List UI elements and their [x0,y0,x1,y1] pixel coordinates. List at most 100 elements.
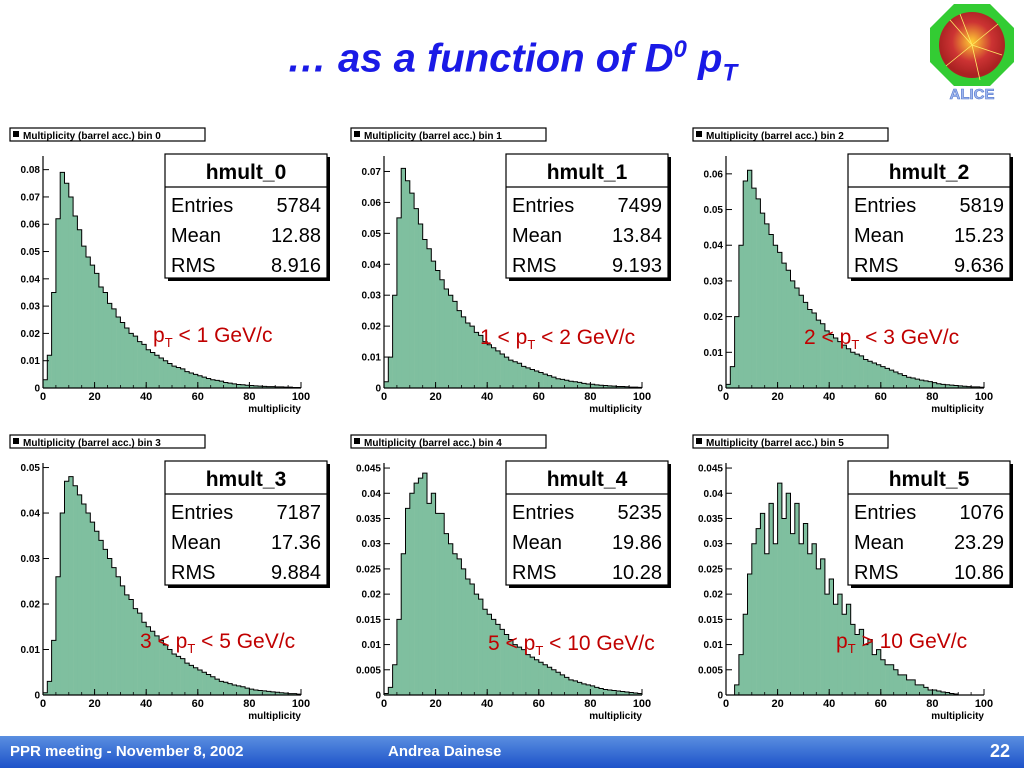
histogram-bar [560,379,565,388]
histogram-bar [435,513,441,695]
y-tick-label: 0 [717,384,723,395]
y-tick-label: 0.005 [698,665,723,676]
y-tick-label: 0.03 [21,554,41,565]
histogram-bar [409,193,415,388]
histogram-bar [603,385,608,388]
histogram-bar [855,634,860,695]
x-tick-label: 100 [633,391,651,403]
histogram-bar [86,513,91,695]
histogram-bar [799,543,804,695]
histogram-bar [738,245,744,388]
histogram-bar [172,366,177,388]
histogram-bar [607,689,613,695]
histogram-bar [846,348,851,388]
histogram-bar [129,333,134,388]
histogram-bar [253,690,259,695]
histogram-bar [637,693,643,695]
title-marker-icon [354,131,360,137]
histogram-panel-3: Multiplicity (barrel acc.) bin 3 0 0.01 0.0… [9,434,330,722]
histogram-bar [850,352,856,388]
pt-range-label: pT > 10 GeV/c [836,630,968,657]
x-tick-label: 60 [533,698,545,710]
y-tick-label: 0.08 [21,165,41,176]
stats-name: Mean [512,532,562,554]
histogram-bar [249,689,254,695]
y-tick-label: 0.03 [362,539,382,550]
histogram-bar [508,639,514,695]
histogram-bar [495,350,501,388]
stats-name: RMS [512,255,556,277]
x-tick-label: 80 [584,391,596,403]
histogram-bar [249,385,254,388]
x-tick-label: 40 [481,698,493,710]
histogram-bar [98,287,104,388]
pt-range-label: 3 < pT < 5 GeV/c [140,630,296,657]
histogram-panel-1: Multiplicity (barrel acc.) bin 1 0 0.01 0.0… [350,127,671,415]
histogram-bar [594,687,600,695]
histogram-bar [889,664,894,695]
histogram-bar [258,386,263,388]
histogram-bar [51,292,57,388]
histogram-bar [910,378,916,388]
stats-title: hmult_1 [547,161,628,184]
histogram-bar [962,386,968,388]
y-tick-label: 0.025 [698,564,723,575]
histogram-bar [842,345,847,388]
x-axis-label: multiplicity [589,404,642,415]
histogram-bar [504,634,509,695]
title-marker-icon [354,438,360,444]
histogram-bar [495,624,501,695]
y-tick-label: 0.045 [356,464,381,475]
histogram-bar [855,354,860,388]
histogram-title-frame [692,127,889,142]
histogram-bar [146,349,151,388]
histogram-bar [146,626,151,695]
histogram-bar [150,352,156,388]
histogram-bar [487,614,492,695]
stats-value: 5784 [277,195,322,217]
histogram-bar [163,644,168,695]
stats-box [505,153,669,279]
histogram-bar [103,549,108,695]
stats-name: Entries [854,502,916,524]
histogram-bar [859,355,864,388]
y-tick-label: 0.005 [356,665,381,676]
histogram-bar [525,654,531,695]
histogram-bar [137,341,143,388]
histogram-bar [734,684,740,695]
histogram-bar [781,518,787,695]
histogram-bar [227,683,233,695]
histogram-title-frame [9,434,206,449]
histogram-bar [812,313,817,388]
histogram-bar [98,540,104,695]
title-marker-icon [13,131,19,137]
histogram-bar [730,366,735,388]
histogram-bar [898,373,903,388]
histogram-bar [521,366,527,388]
x-tick-label: 0 [40,698,46,710]
histogram-bar [176,656,181,695]
histogram-bar [747,170,753,388]
y-tick-label: 0.06 [704,169,724,180]
x-tick-label: 0 [723,698,729,710]
histogram-bar [116,317,121,388]
histogram-bar [184,663,190,695]
histogram-title-frame [350,434,547,449]
x-axis-label: multiplicity [931,711,984,722]
histogram-bar [435,270,441,388]
histogram-bar [55,576,61,695]
y-tick-label: 0.05 [21,247,41,258]
histogram-bar [876,364,882,388]
footer-author: Andrea Dainese [388,743,502,760]
stats-name: RMS [171,562,215,584]
histogram-bar [474,332,479,388]
histogram-bar [958,385,963,388]
stats-value: 19.86 [612,532,662,554]
stats-title: hmult_4 [547,468,628,491]
histogram-bar [219,681,224,695]
histogram-bar [880,366,886,388]
histogram-bar [820,323,826,388]
histogram-outline [383,472,642,695]
y-tick-label: 0 [375,384,381,395]
x-tick-label: 100 [292,391,310,403]
